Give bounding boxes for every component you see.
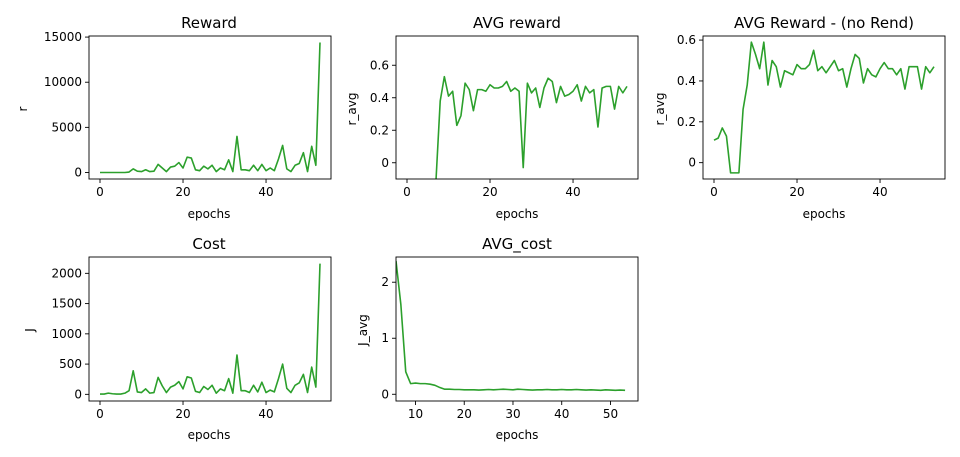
x-axis-label: epochs [188,207,231,221]
y-tick-label: 1500 [51,297,82,311]
plot-title: Cost [192,235,225,253]
x-tick-label: 0 [96,407,104,421]
x-tick-label: 20 [457,407,472,421]
y-tick-label: 0 [381,387,389,401]
series-line [396,260,626,392]
y-axis-label: r_avg [653,92,667,125]
plot-title: Reward [181,14,237,32]
x-tick-label: 20 [175,185,190,199]
axes-frame [88,35,332,180]
x-tick-label: 0 [403,185,411,199]
plot-title: AVG Reward - (no Rend) [734,14,914,32]
reward-plot: Reward epochs r 0 20 40 0 5000 10000 15000 [16,14,332,221]
y-tick-label: 0.2 [677,115,696,129]
x-tick-label: 20 [175,407,190,421]
y-axis-label: J [23,328,37,333]
series-line [713,41,935,174]
y-tick-label: 0 [381,156,389,170]
x-tick-label: 20 [482,185,497,199]
y-axis-label: r_avg [345,92,359,125]
plot-title: AVG_cost [482,235,552,254]
y-axis-label: r [16,106,30,111]
y-axis-label: J_avg [356,314,370,347]
x-tick-label: 50 [603,407,618,421]
series-line [100,263,321,395]
axes-frame [395,35,639,180]
y-tick-label: 0.4 [677,74,696,88]
y-tick-label: 2 [381,275,389,289]
x-tick-label: 40 [565,185,580,199]
y-tick-label: 0 [74,166,82,180]
y-tick-label: 0 [688,156,696,170]
y-tick-label: 1000 [51,327,82,341]
y-tick-label: 15000 [44,30,82,44]
y-tick-label: 0.6 [370,58,389,72]
x-axis-label: epochs [496,428,539,442]
x-tick-label: 20 [789,185,804,199]
y-tick-label: 10000 [44,75,82,89]
y-tick-label: 0.4 [370,91,389,105]
x-tick-label: 40 [258,185,273,199]
y-tick-label: 2000 [51,266,82,280]
x-tick-label: 10 [408,407,423,421]
x-tick-label: 0 [96,185,104,199]
series-line [100,42,321,174]
avg-cost-plot: AVG_cost epochs J_avg 10 20 30 40 50 0 1 2 [356,235,639,442]
x-tick-label: 0 [710,185,718,199]
x-tick-label: 30 [505,407,520,421]
x-axis-label: epochs [803,207,846,221]
plot-title: AVG reward [473,14,561,32]
x-axis-label: epochs [188,428,231,442]
x-axis-label: epochs [496,207,539,221]
y-tick-label: 0.2 [370,123,389,137]
y-tick-label: 500 [59,357,82,371]
axes-frame [395,256,639,402]
x-tick-label: 40 [554,407,569,421]
x-tick-label: 40 [258,407,273,421]
y-tick-label: 1 [381,331,389,345]
x-tick-label: 40 [872,185,887,199]
y-tick-label: 0 [74,387,82,401]
avg-reward-plot: AVG reward epochs r_avg 0 20 40 0 0.2 0.4 0.6 [345,14,639,221]
cost-plot: Cost epochs J 0 20 40 0 500 1000 1500 2000 [23,235,332,442]
axes-frame [88,256,332,402]
axes-frame [702,35,946,180]
y-tick-label: 0.6 [677,33,696,47]
avg-reward-no-rend-plot: AVG Reward - (no Rend) epochs r_avg 0 20 4… [653,14,946,221]
y-tick-label: 5000 [51,120,82,134]
series-line [435,75,628,179]
